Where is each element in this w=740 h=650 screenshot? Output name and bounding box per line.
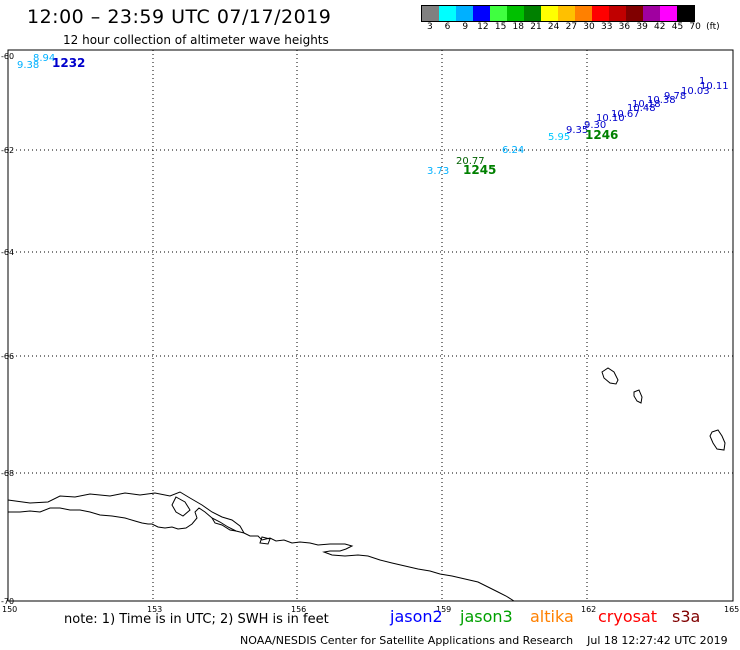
axis-tick-labels: 150 153 156 159 162 165 -60 -62 -64 -66 -68 -70	[1, 52, 739, 614]
legend-swatch	[490, 6, 507, 21]
legend-swatch	[456, 6, 473, 21]
legend-swatch	[439, 6, 456, 21]
legend-label: (ft)	[706, 22, 720, 32]
wave-height-label: 8.94	[33, 53, 55, 64]
wave-height-label: 10.10	[596, 113, 625, 124]
wave-height-label: 10.18	[632, 99, 661, 110]
legend-label: 30	[583, 22, 595, 32]
island-balleny-2	[633, 389, 643, 404]
satellite-jason3: jason3	[460, 607, 513, 626]
longitude-tick-label: 159	[436, 605, 451, 614]
legend-swatch	[558, 6, 575, 21]
footer-credit: NOAA/NESDIS Center for Satellite Applica…	[240, 634, 728, 647]
legend-swatch	[575, 6, 592, 21]
wave-height-color-legend	[421, 5, 695, 22]
latitude-tick-label: -70	[1, 597, 14, 606]
ice-shelf-inlet	[211, 517, 237, 532]
wave-height-label: 5.95	[548, 132, 570, 143]
legend-label: 24	[547, 22, 560, 32]
legend-swatch	[507, 6, 524, 21]
coast-bay-east	[259, 536, 271, 545]
legend-swatch	[592, 6, 609, 21]
legend-label: 12	[477, 22, 489, 32]
antarctic-coastline-east	[243, 532, 515, 602]
legend-swatch	[609, 6, 626, 21]
pass-time-label: 1246	[585, 128, 618, 142]
coast-bay-west	[171, 496, 191, 517]
pass-time-label: 1232	[52, 56, 85, 70]
legend-label: 27	[565, 22, 578, 32]
legend-label: 21	[530, 22, 542, 32]
satellite-altika: altika	[530, 607, 574, 626]
legend-label: 33	[600, 22, 613, 32]
satellite-jason2: jason2	[390, 607, 443, 626]
map-subtitle: 12 hour collection of altimeter wave hei…	[63, 33, 329, 47]
legend-label: 39	[636, 22, 648, 32]
legend-swatch	[541, 6, 558, 21]
legend-label: 70	[689, 22, 701, 32]
antarctic-coastline	[7, 491, 246, 534]
wave-height-label: 9.35	[566, 125, 588, 136]
latitude-tick-label: -66	[1, 352, 14, 361]
legend-swatch	[660, 6, 677, 21]
legend-label: 6	[444, 22, 451, 32]
wave-height-label: 10.38	[647, 95, 676, 106]
wave-height-label: 9.38	[17, 60, 39, 71]
legend-swatch	[473, 6, 490, 21]
latitude-tick-label: -64	[1, 248, 14, 257]
legend-label: 3	[426, 22, 433, 32]
island-balleny-1	[601, 367, 619, 385]
legend-swatch	[524, 6, 541, 21]
island-balleny-3	[709, 429, 726, 451]
satellite-s3a: s3a	[672, 607, 701, 626]
latitude-tick-label: -62	[1, 146, 14, 155]
latitude-tick-label: -68	[1, 469, 14, 478]
wave-height-label: 1	[699, 76, 705, 87]
wave-height-label: 10.03	[681, 86, 710, 97]
longitude-tick-label: 153	[147, 605, 162, 614]
wave-height-label: 10.67	[611, 109, 640, 120]
graticule	[8, 50, 733, 601]
satellite-cryosat: cryosat	[598, 607, 658, 626]
generation-timestamp: Jul 18 12:27:42 UTC 2019	[587, 634, 728, 647]
legend-swatch	[422, 6, 439, 21]
map-title: 12:00 – 23:59 UTC 07/17/2019	[27, 6, 332, 28]
wave-height-legend-labels: 3 6 9 12 15 18 21 24 27 30 33 36 39 42 45 70 (ft)	[421, 22, 722, 32]
wave-height-label: 9.78	[664, 91, 686, 102]
units-note: note: 1) Time is in UTC; 2) SWH is in fe…	[64, 612, 329, 627]
legend-label: 36	[618, 22, 631, 32]
legend-label: 15	[494, 22, 507, 32]
longitude-tick-label: 162	[581, 605, 596, 614]
legend-label: 42	[654, 22, 666, 32]
legend-label: 18	[512, 22, 524, 32]
wave-height-label: 10.11	[700, 81, 729, 92]
agency-credit: NOAA/NESDIS Center for Satellite Applica…	[240, 634, 574, 647]
map-frame	[7, 49, 734, 602]
longitude-tick-label: 150	[2, 605, 17, 614]
wave-height-label: 3.73	[427, 166, 449, 177]
latitude-tick-label: -60	[1, 52, 14, 61]
legend-swatch	[626, 6, 643, 21]
pass-time-label: 1245	[463, 163, 496, 177]
wave-observations: 9.388.943.7320.776.245.959.359.3010.1010…	[17, 53, 729, 177]
pass-labels: 1232 1245 1246	[52, 56, 618, 177]
wave-height-label: 20.77	[456, 156, 485, 167]
wave-height-label: 9.30	[584, 120, 606, 131]
wave-height-label: 6.24	[502, 145, 524, 156]
legend-label: 45	[671, 22, 684, 32]
longitude-tick-label: 165	[724, 605, 739, 614]
legend-swatch	[677, 6, 694, 21]
legend-label: 9	[462, 22, 469, 32]
legend-swatch	[643, 6, 660, 21]
longitude-tick-label: 156	[291, 605, 306, 614]
wave-height-label: 10.48	[627, 103, 656, 114]
